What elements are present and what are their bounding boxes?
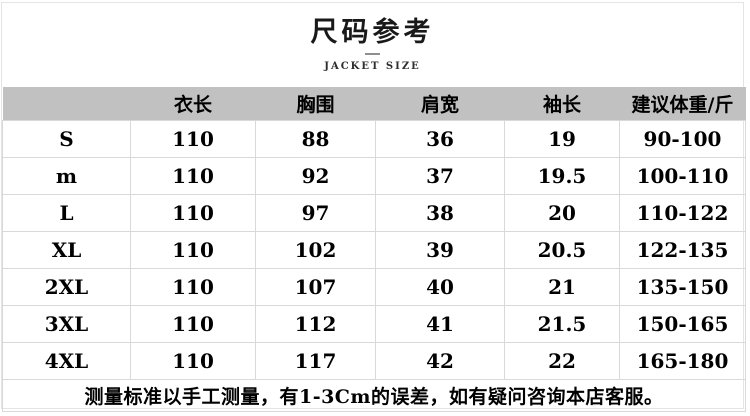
column-header-length: 衣长: [130, 87, 256, 121]
table-row: m 110 92 37 19.5 100-110: [2, 157, 746, 195]
table-row: 4XL 110 117 42 22 165-180: [2, 342, 746, 380]
sleeve-value: 21.5: [504, 305, 620, 343]
size-chart-card: 尺码参考 JACKET SIZE 衣长 胸围 肩宽 袖长 建议体重/斤 S 11…: [1, 2, 746, 412]
weight-range: 150-165: [619, 305, 746, 343]
chest-value: 102: [255, 231, 376, 269]
weight-range: 135-150: [619, 268, 746, 306]
chest-value: 92: [255, 157, 376, 195]
size-label: m: [2, 157, 131, 195]
sleeve-value: 19: [504, 120, 620, 158]
chest-value: 88: [255, 120, 376, 158]
column-header-weight: 建议体重/斤: [619, 87, 746, 121]
size-label: XL: [2, 231, 131, 269]
sleeve-value: 21: [504, 268, 620, 306]
length-value: 110: [130, 231, 256, 269]
shoulder-value: 38: [375, 194, 505, 232]
chest-value: 97: [255, 194, 376, 232]
table-header-row: 衣长 胸围 肩宽 袖长 建议体重/斤: [2, 87, 746, 121]
weight-range: 100-110: [619, 157, 746, 195]
sleeve-value: 20: [504, 194, 620, 232]
weight-range: 122-135: [619, 231, 746, 269]
length-value: 110: [130, 194, 256, 232]
measurement-note: 测量标准以手工测量，有1-3Cm的误差，如有疑问咨询本店客服。: [2, 379, 746, 412]
shoulder-value: 36: [375, 120, 505, 158]
shoulder-value: 37: [375, 157, 505, 195]
column-header-shoulder: 肩宽: [375, 87, 505, 121]
column-header-size: [2, 87, 131, 121]
length-value: 110: [130, 268, 256, 306]
sleeve-value: 19.5: [504, 157, 620, 195]
size-label: S: [2, 120, 131, 158]
title-divider: [365, 53, 380, 56]
table-row: S 110 88 36 19 90-100: [2, 120, 746, 158]
length-value: 110: [130, 305, 256, 343]
title-block: 尺码参考 JACKET SIZE: [2, 3, 743, 87]
column-header-sleeve: 袖长: [504, 87, 620, 121]
column-header-chest: 胸围: [255, 87, 376, 121]
chest-value: 112: [255, 305, 376, 343]
weight-range: 110-122: [619, 194, 746, 232]
size-label: 3XL: [2, 305, 131, 343]
page-subtitle: JACKET SIZE: [324, 61, 421, 73]
chest-value: 117: [255, 342, 376, 380]
chest-value: 107: [255, 268, 376, 306]
table-row: 3XL 110 112 41 21.5 150-165: [2, 305, 746, 343]
table-row: L 110 97 38 20 110-122: [2, 194, 746, 232]
shoulder-value: 40: [375, 268, 505, 306]
weight-range: 90-100: [619, 120, 746, 158]
table-note-row: 测量标准以手工测量，有1-3Cm的误差，如有疑问咨询本店客服。: [2, 379, 746, 412]
size-label: 4XL: [2, 342, 131, 380]
shoulder-value: 39: [375, 231, 505, 269]
size-label: L: [2, 194, 131, 232]
sleeve-value: 22: [504, 342, 620, 380]
sleeve-value: 20.5: [504, 231, 620, 269]
table-row: XL 110 102 39 20.5 122-135: [2, 231, 746, 269]
length-value: 110: [130, 120, 256, 158]
length-value: 110: [130, 342, 256, 380]
shoulder-value: 42: [375, 342, 505, 380]
weight-range: 165-180: [619, 342, 746, 380]
page-title: 尺码参考: [310, 16, 435, 48]
shoulder-value: 41: [375, 305, 505, 343]
length-value: 110: [130, 157, 256, 195]
table-row: 2XL 110 107 40 21 135-150: [2, 268, 746, 306]
size-label: 2XL: [2, 268, 131, 306]
size-table: 衣长 胸围 肩宽 袖长 建议体重/斤 S 110 88 36 19 90-100…: [2, 87, 746, 412]
